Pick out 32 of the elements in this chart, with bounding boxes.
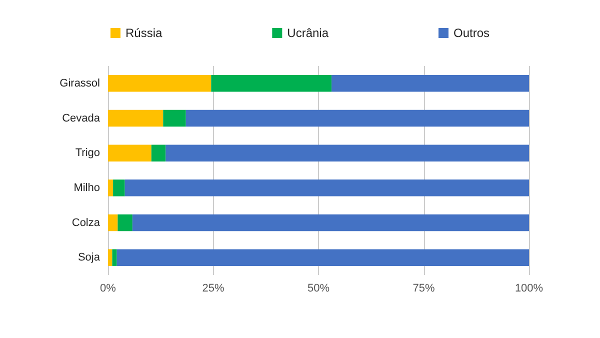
bar [166, 144, 529, 162]
bar [108, 144, 152, 162]
x-tick-label: 75% [412, 282, 435, 294]
legend-label: Outros [454, 26, 490, 40]
x-tick-label: 50% [307, 282, 330, 294]
x-tick-label: 25% [202, 282, 224, 294]
y-tick-label: Milho [74, 182, 100, 194]
y-tick-label: Trigo [75, 147, 100, 160]
bar [108, 75, 212, 92]
y-tick-label: Girassol [60, 77, 100, 90]
bar [116, 249, 529, 266]
bar [113, 180, 125, 196]
bar [112, 249, 117, 266]
bar [118, 214, 132, 232]
legend-label: Ucrânia [287, 26, 329, 40]
bar [151, 144, 166, 162]
bar [332, 75, 529, 92]
y-tick-label: Soja [78, 252, 101, 264]
x-tick-label: 0% [100, 282, 116, 294]
bar [124, 180, 529, 196]
bar [108, 180, 114, 196]
bar [163, 110, 186, 127]
y-tick-label: Colza [72, 216, 101, 229]
bar [108, 110, 164, 127]
y-tick-label: Cevada [62, 112, 101, 124]
legend-label: Rússia [125, 26, 162, 40]
bar [211, 75, 332, 92]
bar [186, 110, 529, 127]
bar [132, 214, 529, 232]
x-tick-label: 100% [514, 282, 544, 294]
bar [108, 214, 118, 232]
bar [108, 249, 112, 266]
